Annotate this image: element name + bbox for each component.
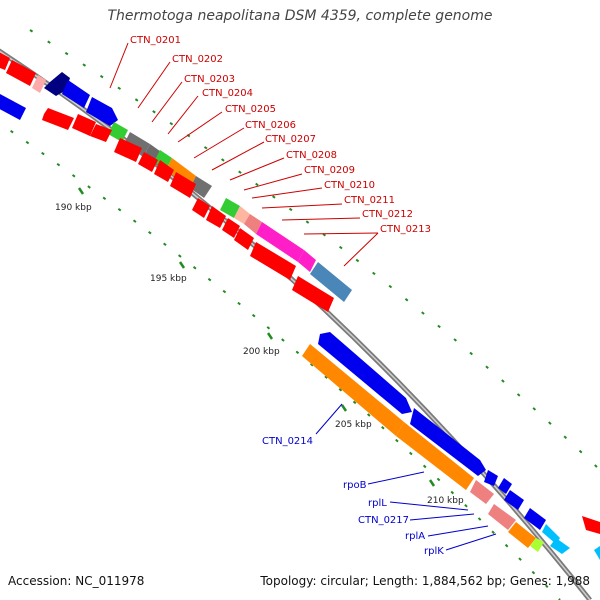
label-leaders-top: [109, 42, 379, 267]
gene-label: rplA: [405, 531, 425, 542]
gene-label: CTN_0205: [225, 104, 276, 115]
gene-feature: [86, 97, 118, 126]
gene-feature: [508, 522, 536, 548]
gene-label: CTN_0208: [286, 150, 337, 161]
scale-label: 210 kbp: [427, 496, 464, 506]
scale-label: 190 kbp: [55, 203, 92, 213]
gene-label: CTN_0202: [172, 54, 223, 65]
gene-feature: [62, 80, 90, 108]
gene-label: CTN_0207: [265, 134, 316, 145]
reverse-strand-genes[interactable]: [0, 94, 334, 312]
gene-label: CTN_0211: [344, 195, 395, 206]
gene-label: CTN_0217: [358, 515, 409, 526]
gene-feature: [0, 52, 10, 70]
gene-feature: [256, 222, 304, 262]
lower-genes[interactable]: [302, 332, 600, 560]
gene-feature: [488, 504, 516, 530]
gene-feature: [108, 122, 128, 142]
scale-label: 195 kbp: [150, 274, 187, 284]
gene-feature: [6, 60, 36, 86]
gene-feature: [0, 94, 26, 120]
gene-feature: [310, 262, 352, 302]
gene-labels-top: CTN_0201 CTN_0202 CTN_0203 CTN_0204 CTN_…: [130, 35, 431, 235]
gene-label: CTN_0203: [184, 74, 235, 85]
gene-labels-bottom: CTN_0214 rpoB rplL CTN_0217 rplA rplK: [262, 436, 444, 557]
label-leaders-bottom: [315, 403, 497, 551]
gene-feature: [524, 508, 546, 530]
gene-feature: [32, 75, 46, 93]
scale-label: 200 kbp: [243, 347, 280, 357]
scale-label: 205 kbp: [335, 420, 372, 430]
gene-feature: [192, 198, 210, 218]
gene-feature: [504, 490, 524, 510]
gene-feature: [498, 478, 512, 494]
gene-feature: [220, 198, 240, 218]
gene-feature: [222, 218, 240, 238]
gene-feature: [318, 332, 412, 414]
gene-feature: [250, 242, 296, 280]
gene-feature: [90, 124, 112, 142]
gene-feature: [234, 206, 250, 224]
gene-feature: [72, 114, 96, 136]
map-title: Thermotoga neapolitana DSM 4359, complet…: [107, 8, 493, 24]
gene-feature: [170, 172, 196, 198]
gene-feature: [124, 132, 150, 156]
gene-feature: [582, 516, 600, 534]
gene-feature: [138, 152, 158, 172]
gene-feature: [302, 344, 404, 436]
gene-feature: [114, 138, 142, 162]
gene-label: rplL: [368, 498, 387, 509]
gene-label: CTN_0210: [324, 180, 375, 191]
gene-feature: [530, 538, 544, 552]
scale-ticks: [77, 187, 436, 487]
gene-feature: [234, 228, 254, 250]
gene-feature: [292, 276, 334, 312]
gene-feature: [396, 422, 474, 490]
gene-label: CTN_0212: [362, 209, 413, 220]
gene-feature: [154, 160, 174, 182]
gene-label: CTN_0214: [262, 436, 313, 447]
gene-feature: [594, 546, 600, 560]
gene-feature: [298, 250, 316, 272]
gene-label: rplK: [424, 546, 444, 557]
forward-strand-genes[interactable]: [0, 50, 352, 302]
gene-feature: [206, 206, 226, 228]
gene-feature: [410, 408, 486, 476]
gene-label: CTN_0209: [304, 165, 355, 176]
gene-label: CTN_0213: [380, 224, 431, 235]
gene-feature: [44, 72, 70, 96]
gene-feature: [550, 538, 570, 554]
gene-feature: [190, 176, 212, 198]
gene-label: rpoB: [343, 480, 367, 491]
gene-label: CTN_0204: [202, 88, 253, 99]
gene-label: CTN_0201: [130, 35, 181, 46]
gene-feature: [470, 480, 494, 504]
topology-text: Topology: circular; Length: 1,884,562 bp…: [260, 574, 590, 588]
gene-label: CTN_0206: [245, 120, 296, 131]
gene-feature: [244, 214, 262, 234]
accession-text: Accession: NC_011978: [8, 574, 145, 588]
gene-feature: [484, 470, 498, 486]
gene-feature: [42, 108, 74, 130]
